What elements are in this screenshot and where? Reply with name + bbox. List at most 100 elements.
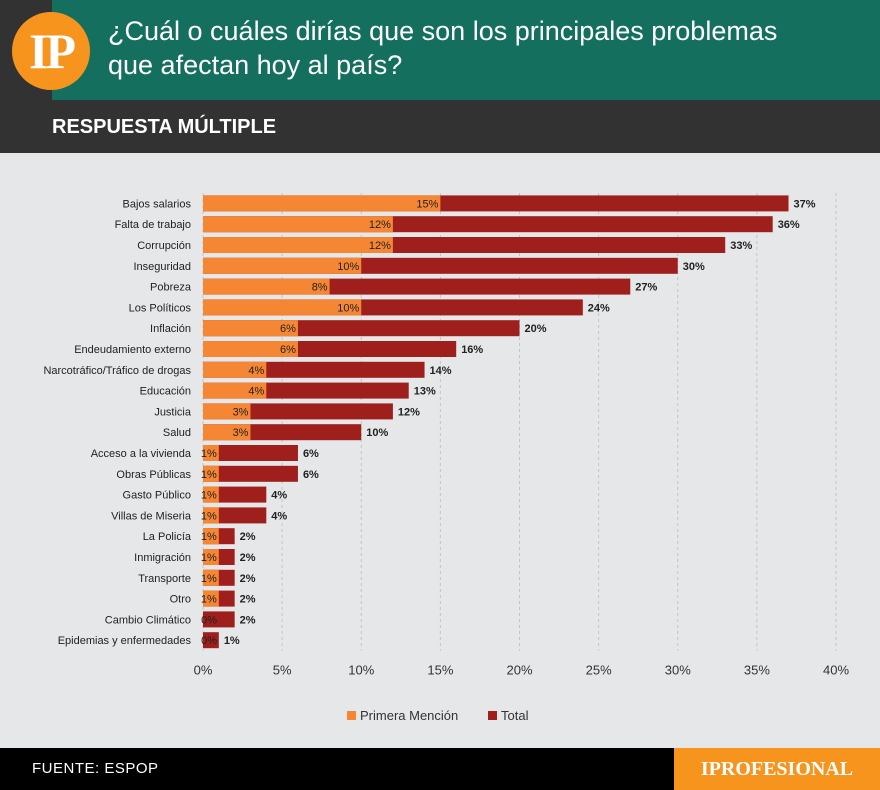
total-value-label: 27% xyxy=(635,282,657,294)
primera-value-label: 3% xyxy=(233,427,249,439)
primera-bar xyxy=(203,361,267,378)
primera-value-label: 12% xyxy=(369,240,391,252)
category-label: Justicia xyxy=(154,406,192,418)
primera-bar xyxy=(203,278,330,295)
chart-subtitle: RESPUESTA MÚLTIPLE xyxy=(52,116,277,138)
primera-bar xyxy=(203,549,219,565)
primera-bar xyxy=(203,465,219,482)
total-value-label: 20% xyxy=(525,323,547,335)
category-label: Obras Públicas xyxy=(116,469,191,481)
title-band xyxy=(52,0,880,100)
footer: FUENTE: ESPOP IPROFESIONAL xyxy=(0,748,880,790)
primera-bar xyxy=(203,528,219,545)
category-label: Transporte xyxy=(138,573,191,585)
primera-value-label: 6% xyxy=(280,344,296,356)
legend-swatch-primera xyxy=(347,711,356,720)
total-value-label: 10% xyxy=(366,427,388,439)
total-value-label: 37% xyxy=(794,198,816,210)
category-label: Narcotráfico/Tráfico de drogas xyxy=(43,365,191,377)
category-label: Acceso a la vivienda xyxy=(91,448,192,460)
total-value-label: 36% xyxy=(778,219,800,231)
primera-value-label: 1% xyxy=(201,510,217,522)
primera-bar xyxy=(203,341,298,357)
primera-value-label: 8% xyxy=(312,282,328,294)
category-label: Los Políticos xyxy=(129,302,192,314)
primera-value-label: 4% xyxy=(248,386,264,398)
primera-bar xyxy=(203,590,219,607)
category-label: Otro xyxy=(170,594,191,606)
title-line-2: que afectan hoy al país? xyxy=(108,50,403,80)
total-value-label: 4% xyxy=(271,490,287,502)
primera-value-label: 1% xyxy=(201,573,217,585)
total-value-label: 33% xyxy=(730,240,752,252)
total-value-label: 2% xyxy=(240,531,256,543)
total-value-label: 4% xyxy=(271,510,287,522)
category-label: Corrupción xyxy=(137,240,191,252)
total-value-label: 16% xyxy=(461,344,483,356)
x-tick-label: 40% xyxy=(823,663,849,678)
total-bar xyxy=(203,632,219,649)
total-value-label: 12% xyxy=(398,406,420,418)
total-bar xyxy=(203,465,298,482)
category-label: Falta de trabajo xyxy=(115,219,191,231)
total-value-label: 6% xyxy=(303,469,319,481)
total-value-label: 13% xyxy=(414,386,436,398)
primera-bar xyxy=(203,569,219,586)
category-label: Endeudamiento externo xyxy=(74,344,191,356)
x-tick-label: 10% xyxy=(348,663,374,678)
primera-bar xyxy=(203,237,393,253)
x-tick-label: 20% xyxy=(506,663,532,678)
x-tick-label: 5% xyxy=(273,663,292,678)
legend-label-total: Total xyxy=(501,708,529,723)
category-label: Villas de Miseria xyxy=(111,510,192,522)
category-label: Cambio Climático xyxy=(105,614,191,626)
primera-value-label: 15% xyxy=(416,198,438,210)
x-tick-label: 25% xyxy=(586,663,612,678)
category-label: La Policía xyxy=(143,531,192,543)
x-tick-label: 15% xyxy=(427,663,453,678)
primera-bar xyxy=(203,320,298,337)
category-label: Gasto Público xyxy=(123,490,191,502)
category-label: Inmigración xyxy=(134,552,191,564)
primera-value-label: 0% xyxy=(201,614,217,626)
total-value-label: 2% xyxy=(240,573,256,585)
total-value-label: 2% xyxy=(240,594,256,606)
category-label: Inseguridad xyxy=(134,261,192,273)
primera-value-label: 1% xyxy=(201,531,217,543)
legend-label-primera: Primera Mención xyxy=(360,708,458,723)
primera-value-label: 1% xyxy=(201,594,217,606)
title-line-1: ¿Cuál o cuáles dirías que son los princi… xyxy=(108,16,778,46)
primera-bar xyxy=(203,216,393,233)
bar-chart: 0% 5% 10% 15% 20% 25% 30% 35% 40% Bajos salarios 1… xyxy=(43,193,849,723)
primera-bar xyxy=(203,382,267,399)
primera-value-label: 1% xyxy=(201,469,217,481)
source-label: FUENTE: ESPOP xyxy=(32,760,159,777)
primera-bar xyxy=(203,403,251,420)
primera-value-label: 1% xyxy=(201,448,217,460)
primera-value-label: 3% xyxy=(233,406,249,418)
primera-value-label: 12% xyxy=(369,219,391,231)
total-value-label: 30% xyxy=(683,261,705,273)
brand-logo: IPROFESIONAL xyxy=(674,748,880,790)
total-value-label: 2% xyxy=(240,552,256,564)
total-value-label: 24% xyxy=(588,302,610,314)
primera-bar xyxy=(203,424,251,441)
primera-value-label: 6% xyxy=(280,323,296,335)
ip-logo: IP xyxy=(12,12,90,90)
category-label: Epidemias y enfermedades xyxy=(58,635,192,647)
total-value-label: 1% xyxy=(224,635,240,647)
primera-bar xyxy=(203,445,219,461)
primera-value-label: 0% xyxy=(201,635,217,647)
primera-value-label: 1% xyxy=(201,552,217,564)
total-bar xyxy=(203,445,298,461)
primera-value-label: 4% xyxy=(248,365,264,377)
category-label: Pobreza xyxy=(150,282,192,294)
primera-bar xyxy=(203,195,441,212)
total-value-label: 2% xyxy=(240,614,256,626)
category-label: Bajos salarios xyxy=(123,198,192,210)
total-bar xyxy=(203,611,235,628)
primera-value-label: 10% xyxy=(337,302,359,314)
total-value-label: 14% xyxy=(430,365,452,377)
total-value-label: 6% xyxy=(303,448,319,460)
primera-bar xyxy=(203,507,219,524)
